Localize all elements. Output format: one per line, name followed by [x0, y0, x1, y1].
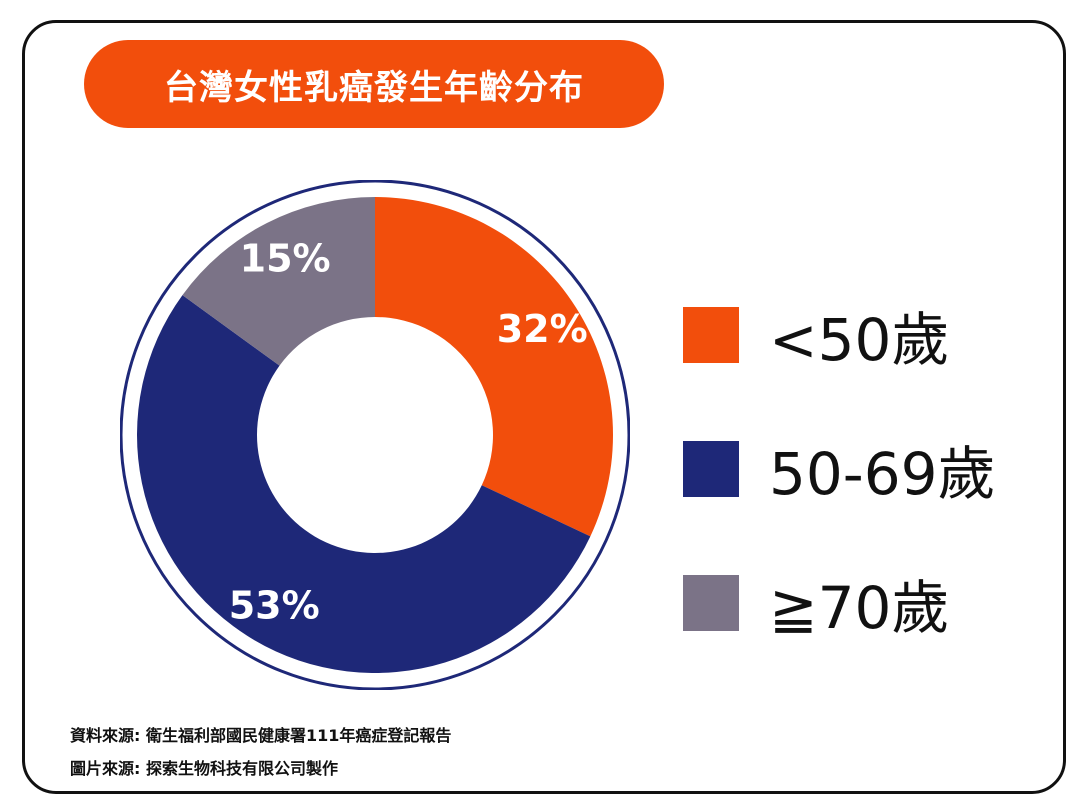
donut-slice: [375, 197, 613, 537]
legend-swatch: [683, 575, 739, 631]
legend-label: 50-69歲: [769, 440, 996, 508]
donut-outer-ring: [120, 180, 630, 690]
legend-label: <50歲: [769, 306, 950, 374]
legend-item-under-50: <50歲: [683, 268, 996, 402]
donut-slice: [137, 295, 591, 673]
donut-slice: [182, 197, 375, 366]
legend-swatch: [683, 307, 739, 363]
legend-item-50-69: 50-69歲: [683, 402, 996, 536]
image-source-note: 圖片來源: 探索生物科技有限公司製作: [70, 759, 338, 778]
legend-swatch: [683, 441, 739, 497]
legend-label: ≧70歲: [769, 574, 950, 642]
data-source-note: 資料來源: 衛生福利部國民健康署111年癌症登記報告: [70, 726, 452, 745]
data-label: 15%: [240, 237, 331, 281]
data-label: 53%: [229, 583, 320, 627]
donut-chart: 32% 53% 15%: [120, 180, 630, 690]
data-label: 32%: [497, 307, 588, 351]
chart-title: 台灣女性乳癌發生年齡分布: [84, 40, 664, 128]
legend-item-over-70: ≧70歲: [683, 536, 996, 670]
legend: <50歲 50-69歲 ≧70歲: [683, 268, 996, 670]
